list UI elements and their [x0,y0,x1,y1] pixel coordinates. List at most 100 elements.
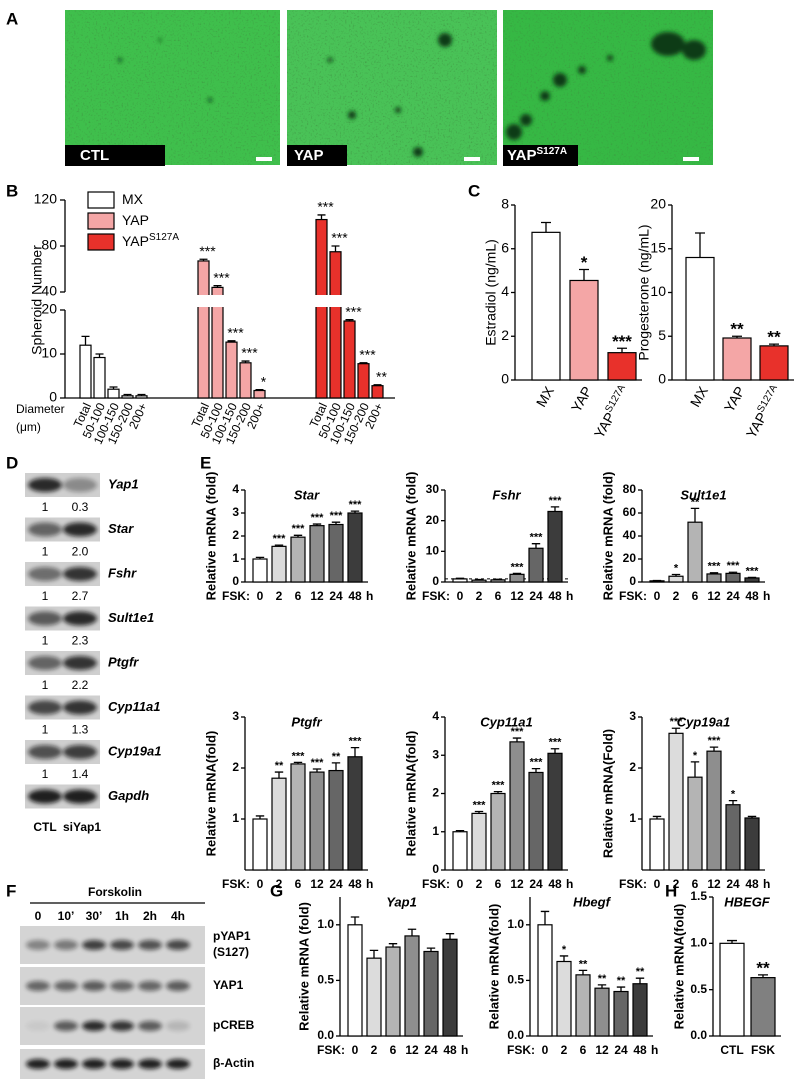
error-bar [709,572,719,574]
significance: ** [730,320,744,339]
bar [725,572,741,583]
significance: * [731,789,736,801]
bar [509,741,525,871]
y-tick-label: 5 [658,327,666,343]
error-bar [350,510,360,513]
significance: *** [511,726,525,738]
x-tick-label: 24 [614,1043,628,1057]
band-ratio: 1 [42,767,49,781]
error-bar [331,762,341,771]
y-tick-label: 1 [232,551,239,565]
y-tick-label: 1 [232,811,239,825]
bar [347,924,363,1037]
error-bar [227,340,236,343]
bar [271,777,287,871]
y-tick-label: 2 [232,760,239,774]
chart-title: Hbegf [573,894,612,909]
bar [537,924,553,1037]
legend-label: YAPS127A [122,232,179,249]
bar [632,983,648,1037]
y-tick-label: 1.5 [690,889,707,903]
bar [687,521,703,583]
y-tick-label: 8 [501,196,509,212]
error-bar [728,799,738,805]
blot-band [166,1021,190,1031]
bar [685,256,715,381]
x-tick-label: 0 [654,589,661,603]
x-tick-label: 2 [476,877,483,891]
panel-letter: E [200,453,211,472]
y-tick-label: 10 [426,544,440,558]
significance: ** [275,760,284,772]
blot-band [63,478,97,492]
micrograph-label: YAP [294,147,323,164]
texture [287,10,497,165]
x-tick-label: 0 [457,589,464,603]
error-bar [540,910,550,925]
significance: ** [691,496,700,508]
significance: *** [317,199,334,215]
error-bar [512,737,522,742]
y-axis-label: Relative mRNA(fold) [403,731,418,857]
y-tick-label: 2 [629,760,636,774]
significance: * [581,253,588,272]
error-bar [578,969,588,975]
error-bar [317,214,326,220]
error-bar [312,768,322,773]
x-axis-suffix: h [651,1043,658,1057]
y-tick-label: 0 [49,389,57,405]
blot-label: pYAP1 [213,929,251,943]
band-ratio: 1 [42,500,49,514]
x-tick-label: 24 [424,1043,438,1057]
lane-label: siYap1 [63,820,101,834]
blot-band [28,567,62,581]
error-bar [493,578,503,580]
bar [271,545,287,583]
error-bar [373,384,382,386]
y-axis-label: Progesterone (ng/mL) [636,224,652,360]
error-bar [213,285,222,288]
significance: ** [636,966,645,978]
label-text: YAP [507,147,536,164]
error-bar [255,556,265,559]
significance: *** [311,757,325,769]
blot-band [54,1059,78,1069]
error-bar [690,507,700,523]
y-axis-label: Relative mRNA (fold) [203,472,218,601]
x-tick-label: 48 [745,877,759,891]
significance: *** [345,303,362,319]
x-tick-label: 0 [257,877,264,891]
y-tick-label: 80 [623,482,637,496]
scale-bar [256,157,272,161]
significance: *** [349,736,363,748]
significance: * [693,750,698,762]
blot-band [166,981,190,991]
significance: *** [708,735,722,747]
legend-swatch [87,212,115,230]
error-bar [199,258,208,261]
y-tick-label: 3 [432,747,439,761]
error-bar [550,506,560,512]
significance: *** [549,495,563,507]
significance: *** [492,779,506,791]
bar [547,752,563,871]
y-tick-label: 10 [41,345,57,361]
x-axis-suffix: h [763,589,770,603]
legend-label: YAP [122,212,149,228]
gene-label: Sult1e1 [108,610,154,625]
bar [668,575,684,583]
significance: *** [746,565,760,577]
x-tick-label: 6 [692,877,699,891]
x-axis-prefix: FSK: [422,877,450,891]
bar [725,804,741,871]
panel-letter: C [468,181,480,200]
bar [329,251,342,399]
blot-band [63,745,97,759]
y-tick-label: 1 [629,811,636,825]
y-axis-label: Relative mRNA(fold) [671,904,686,1030]
significance: ** [598,973,607,985]
bar [309,525,325,583]
error-bar [635,977,645,984]
time-label: 30’ [86,909,103,923]
band-ratio: 1 [42,589,49,603]
